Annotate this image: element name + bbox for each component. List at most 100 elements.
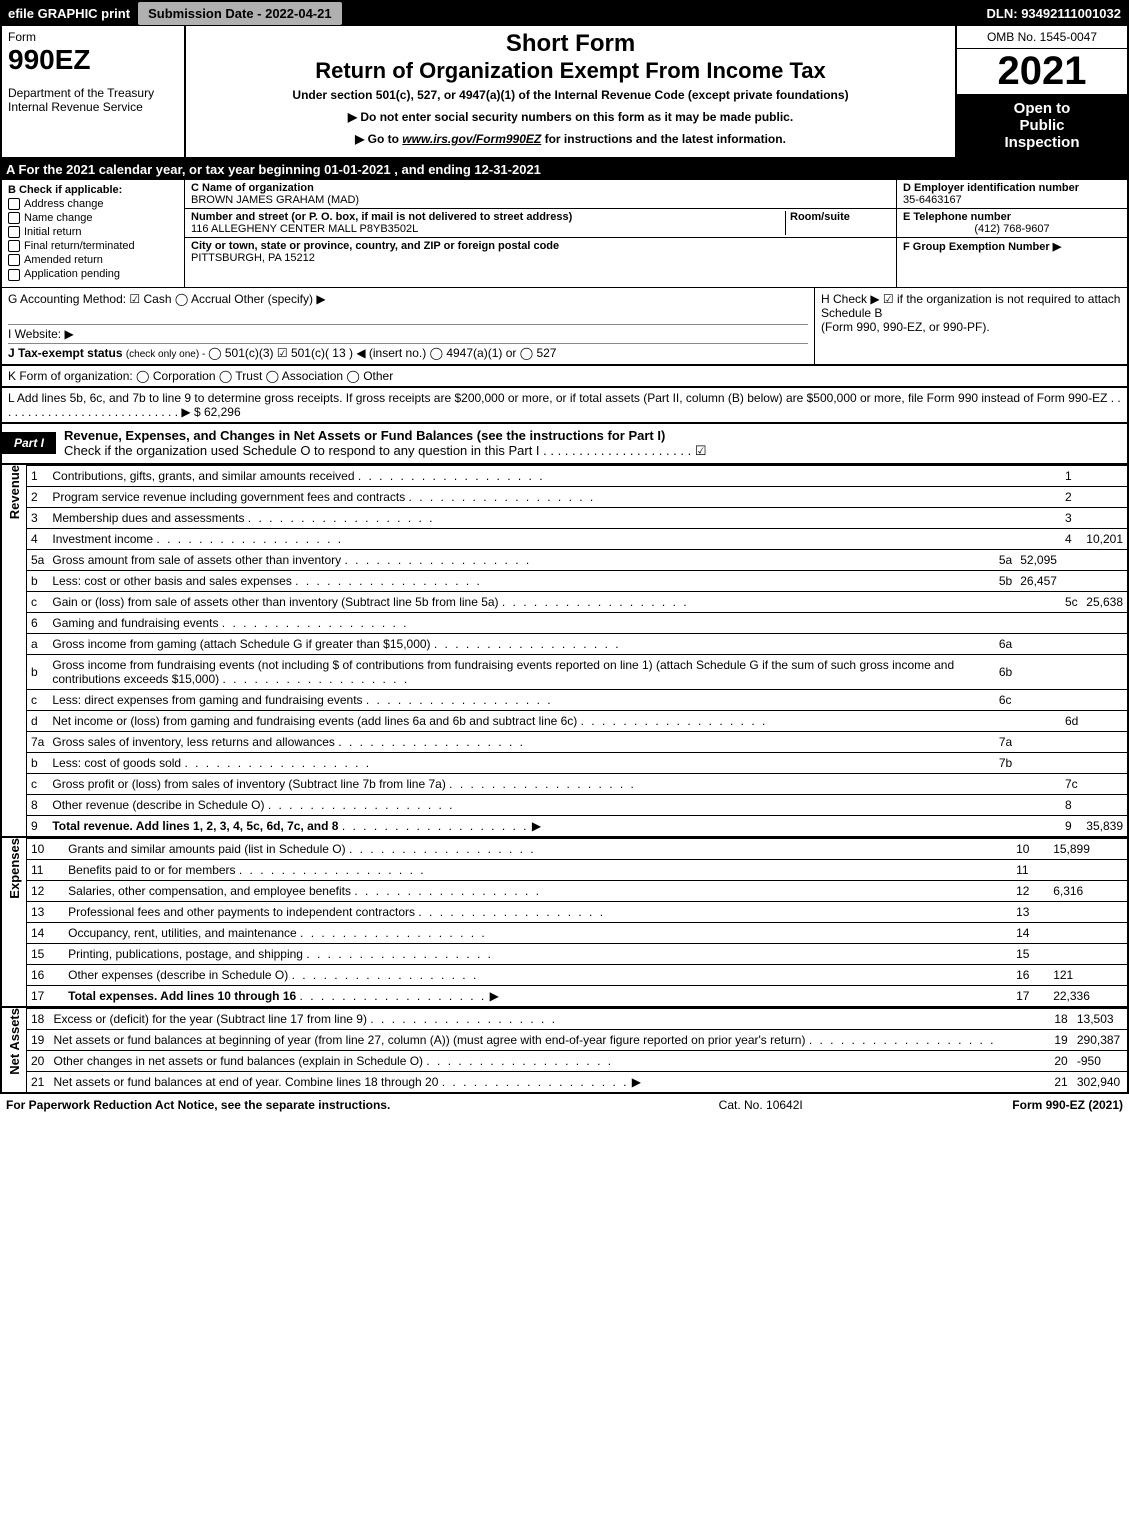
phone-cell: E Telephone number (412) 768-9607 xyxy=(897,209,1127,238)
line-6-rlabel-shaded xyxy=(1061,612,1082,633)
org-name-cell: C Name of organization BROWN JAMES GRAHA… xyxy=(185,180,896,209)
line-10-num: 10 xyxy=(27,838,64,859)
irs-link[interactable]: www.irs.gov/Form990EZ xyxy=(402,132,541,146)
line-14-rval xyxy=(1049,922,1127,943)
line-17: 17Total expenses. Add lines 10 through 1… xyxy=(27,985,1127,1006)
checkbox-amended-return[interactable]: Amended return xyxy=(8,254,178,266)
line-b-num: b xyxy=(27,570,48,591)
line-21-rval: 302,940 xyxy=(1073,1071,1127,1092)
line-2-rval xyxy=(1082,486,1127,507)
line-c-midval xyxy=(1016,689,1061,710)
line-b-rlabel-shaded xyxy=(1061,570,1082,591)
checkbox-name-change[interactable]: Name change xyxy=(8,212,178,224)
line-c-num: c xyxy=(27,773,48,794)
line-a-rlabel-shaded xyxy=(1061,633,1082,654)
checkbox-initial-return[interactable]: Initial return xyxy=(8,226,178,238)
phone-value: (412) 768-9607 xyxy=(903,223,1121,235)
line-c-rval xyxy=(1082,773,1127,794)
line-17-rval: 22,336 xyxy=(1049,985,1127,1006)
line-a-rval-shaded xyxy=(1082,633,1127,654)
line-18-rlabel: 18 xyxy=(1050,1008,1073,1029)
line-h2: (Form 990, 990-EZ, or 990-PF). xyxy=(821,320,1121,334)
col-b-title: B Check if applicable: xyxy=(8,184,178,196)
line-5a: 5aGross amount from sale of assets other… xyxy=(27,549,1127,570)
line-13-desc: Professional fees and other payments to … xyxy=(64,901,1012,922)
line-c-rlabel: 5c xyxy=(1061,591,1082,612)
line-a-midlabel: 6a xyxy=(995,633,1016,654)
revenue-tab-label: Revenue xyxy=(7,465,22,519)
line-3-rlabel: 3 xyxy=(1061,507,1082,528)
line-b-rlabel-shaded xyxy=(1061,654,1082,689)
room-label: Room/suite xyxy=(790,211,850,223)
line-4-num: 4 xyxy=(27,528,48,549)
line-3-desc: Membership dues and assessments xyxy=(48,507,1061,528)
line-h1: H Check ▶ ☑ if the organization is not r… xyxy=(821,292,1121,320)
line-2: 2Program service revenue including gover… xyxy=(27,486,1127,507)
line-c-desc: Gain or (loss) from sale of assets other… xyxy=(48,591,1061,612)
line-c-rval: 25,638 xyxy=(1082,591,1127,612)
line-16-desc: Other expenses (describe in Schedule O) xyxy=(64,964,1012,985)
line-14: 14Occupancy, rent, utilities, and mainte… xyxy=(27,922,1127,943)
footer-right: Form 990-EZ (2021) xyxy=(1012,1098,1123,1112)
line-19-num: 19 xyxy=(27,1029,50,1050)
dln: DLN: 93492111001032 xyxy=(987,6,1129,21)
line-13-rlabel: 13 xyxy=(1012,901,1049,922)
line-13-rval xyxy=(1049,901,1127,922)
line-2-desc: Program service revenue including govern… xyxy=(48,486,1061,507)
gh-left: G Accounting Method: ☑ Cash ◯ Accrual Ot… xyxy=(2,288,814,364)
omb-number: OMB No. 1545-0047 xyxy=(957,26,1127,49)
footer-right-post: (2021) xyxy=(1085,1098,1123,1112)
line-18-rval: 13,503 xyxy=(1073,1008,1127,1029)
line-b-rval-shaded xyxy=(1082,654,1127,689)
group-exempt-label: F Group Exemption Number ▶ xyxy=(903,241,1061,253)
line-a-midval xyxy=(1016,633,1061,654)
line-b-midval xyxy=(1016,752,1061,773)
line-6-num: 6 xyxy=(27,612,48,633)
line-7a-desc: Gross sales of inventory, less returns a… xyxy=(48,731,995,752)
line-1-rlabel: 1 xyxy=(1061,465,1082,486)
note-2-pre: ▶ Go to xyxy=(355,132,402,146)
line-19-desc: Net assets or fund balances at beginning… xyxy=(50,1029,1051,1050)
line-i: I Website: ▶ xyxy=(8,325,808,344)
line-8-num: 8 xyxy=(27,794,48,815)
line-17-rlabel: 17 xyxy=(1012,985,1049,1006)
org-name: BROWN JAMES GRAHAM (MAD) xyxy=(191,194,359,206)
line-8-desc: Other revenue (describe in Schedule O) xyxy=(48,794,1061,815)
checkbox-final-return-terminated[interactable]: Final return/terminated xyxy=(8,240,178,252)
col-b: B Check if applicable: Address change Nam… xyxy=(2,180,185,287)
line-1-rval xyxy=(1082,465,1127,486)
part-1-header: Part I Revenue, Expenses, and Changes in… xyxy=(0,424,1129,465)
line-b-midlabel: 5b xyxy=(995,570,1016,591)
netassets-table: 18Excess or (deficit) for the year (Subt… xyxy=(27,1008,1127,1092)
l-text: L Add lines 5b, 6c, and 7b to line 9 to … xyxy=(8,391,1121,419)
line-b-midlabel: 6b xyxy=(995,654,1016,689)
line-16-num: 16 xyxy=(27,964,64,985)
line-9: 9Total revenue. Add lines 1, 2, 3, 4, 5c… xyxy=(27,815,1127,836)
line-6-rval-shaded xyxy=(1082,612,1127,633)
dept-1: Department of the Treasury xyxy=(8,86,178,100)
city-label: City or town, state or province, country… xyxy=(191,240,559,252)
line-1-num: 1 xyxy=(27,465,48,486)
expenses-tab: Expenses xyxy=(2,838,27,1006)
line-8: 8Other revenue (describe in Schedule O) … xyxy=(27,794,1127,815)
note-2-post: for instructions and the latest informat… xyxy=(541,132,786,146)
line-7a-midval xyxy=(1016,731,1061,752)
line-1: 1Contributions, gifts, grants, and simil… xyxy=(27,465,1127,486)
line-21-num: 21 xyxy=(27,1071,50,1092)
line-21-desc: Net assets or fund balances at end of ye… xyxy=(50,1071,1051,1092)
line-b-rlabel-shaded xyxy=(1061,752,1082,773)
form-title-block: Short Form Return of Organization Exempt… xyxy=(186,26,955,157)
line-15-desc: Printing, publications, postage, and shi… xyxy=(64,943,1012,964)
checkbox-address-change[interactable]: Address change xyxy=(8,198,178,210)
line-7a-midlabel: 7a xyxy=(995,731,1016,752)
part-1-label: Part I xyxy=(2,432,56,454)
checkbox-application-pending[interactable]: Application pending xyxy=(8,268,178,280)
line-j: J Tax-exempt status (check only one) - ◯… xyxy=(8,344,808,360)
line-20-desc: Other changes in net assets or fund bala… xyxy=(50,1050,1051,1071)
line-10-rlabel: 10 xyxy=(1012,838,1049,859)
line-15: 15Printing, publications, postage, and s… xyxy=(27,943,1127,964)
line-19-rlabel: 19 xyxy=(1050,1029,1073,1050)
line-4: 4Investment income 410,201 xyxy=(27,528,1127,549)
section-l: L Add lines 5b, 6c, and 7b to line 9 to … xyxy=(0,388,1129,424)
col-c: C Name of organization BROWN JAMES GRAHA… xyxy=(185,180,896,287)
